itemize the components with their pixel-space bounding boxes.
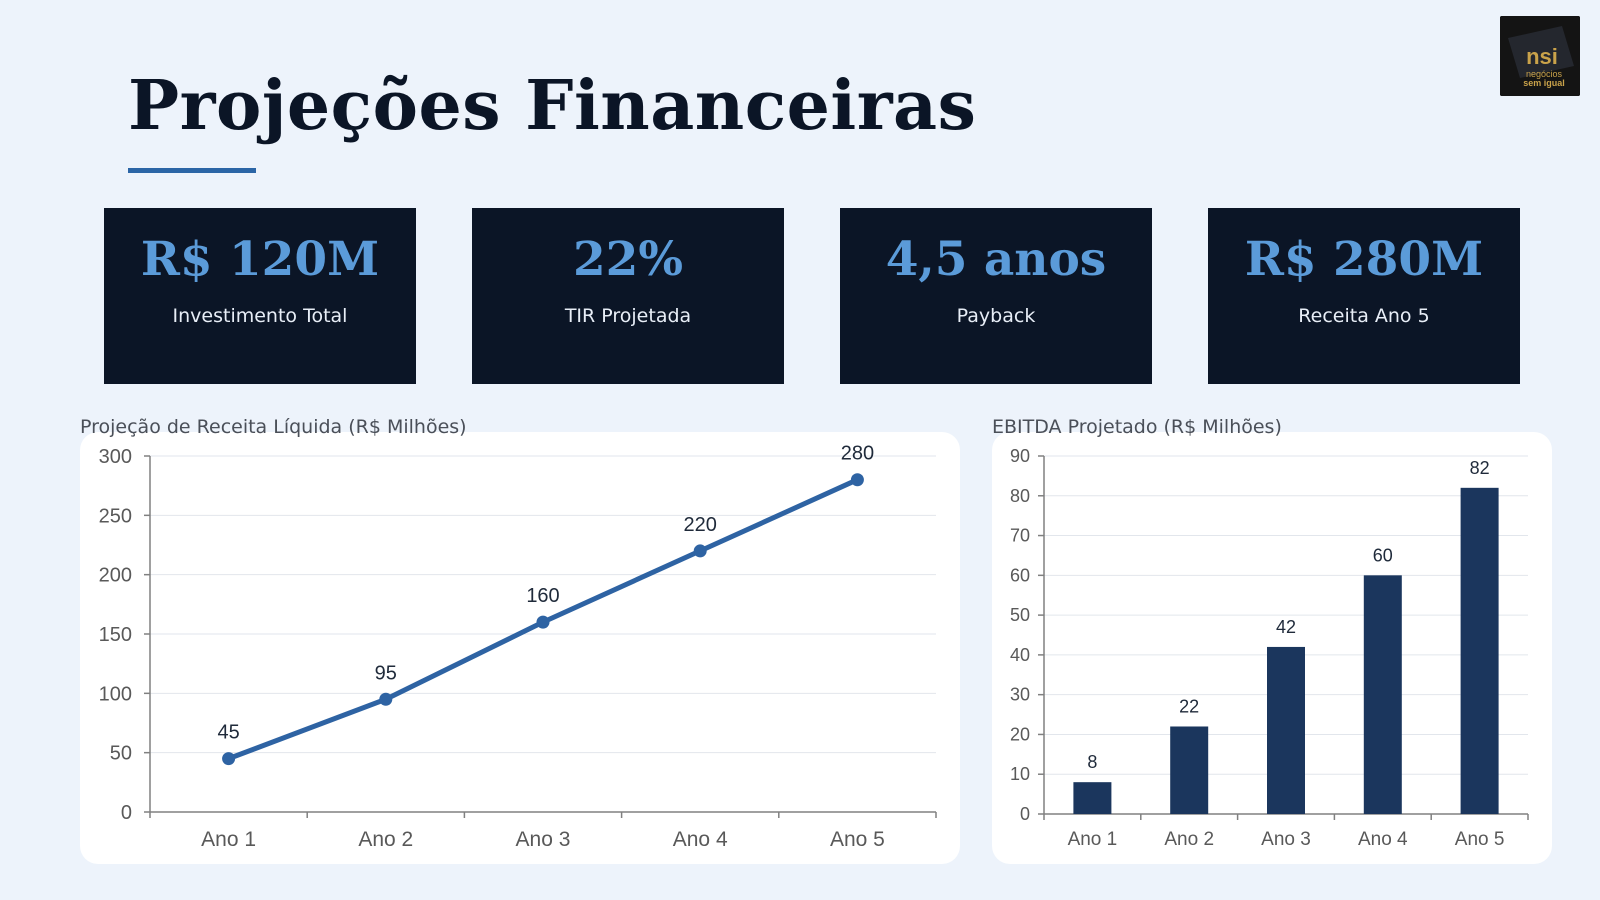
data-point [693,544,707,558]
page-title: Projeções Financeiras [128,66,977,146]
y-tick-label: 200 [99,565,132,587]
logo-mark: nsi [1526,44,1558,69]
y-tick-label: 30 [1010,685,1030,705]
data-label: 280 [841,443,874,465]
kpi-card-payback: 4,5 anos Payback [840,208,1152,384]
y-tick-label: 70 [1010,526,1030,546]
svg-text:sem igual: sem igual [1523,78,1565,88]
kpi-label: TIR Projetada [564,305,692,327]
y-tick-label: 20 [1010,724,1030,744]
ebitda-bar [1460,487,1499,814]
x-tick-label: Ano 2 [358,828,413,851]
y-tick-label: 80 [1010,486,1030,506]
y-tick-label: 10 [1010,764,1030,784]
y-tick-label: 60 [1010,565,1030,585]
data-label: 45 [217,722,239,744]
company-logo: nsi negócios sem igual [1500,16,1580,96]
data-label: 60 [1373,545,1393,565]
data-label: 160 [526,585,559,607]
kpi-value: R$ 280M [1244,232,1484,287]
title-underline [128,168,256,173]
kpi-label: Payback [956,305,1036,327]
y-tick-label: 40 [1010,645,1030,665]
kpi-label: Investimento Total [172,305,348,327]
data-label: 82 [1470,458,1490,478]
data-point [222,752,236,766]
y-tick-label: 250 [99,505,132,527]
x-tick-label: Ano 1 [1068,829,1118,850]
svg-text:negócios: negócios [1526,69,1563,79]
x-tick-label: Ano 3 [1261,829,1311,850]
data-label: 8 [1087,752,1097,772]
y-tick-label: 100 [99,683,132,705]
data-label: 220 [684,514,717,536]
data-point [536,615,550,629]
kpi-value: R$ 120M [140,232,380,287]
y-tick-label: 50 [110,743,132,765]
ebitda-bar [1073,782,1112,814]
x-tick-label: Ano 4 [673,828,728,851]
data-label: 22 [1179,696,1199,716]
revenue-chart-card [80,432,960,864]
y-tick-label: 0 [121,802,132,824]
kpi-value: 4,5 anos [885,232,1107,287]
y-tick-label: 300 [99,446,132,468]
kpi-card-revenue-year5: R$ 280M Receita Ano 5 [1208,208,1520,384]
ebitda-bar [1363,575,1402,814]
x-tick-label: Ano 4 [1358,829,1408,850]
revenue-chart-title: Projeção de Receita Líquida (R$ Milhões) [80,416,467,438]
kpi-label: Receita Ano 5 [1298,305,1430,327]
kpi-card-investment: R$ 120M Investimento Total [104,208,416,384]
x-tick-label: Ano 1 [201,828,256,851]
y-tick-label: 150 [99,624,132,646]
revenue-line-chart: 0 50 100 150 200 250 300 Ano 1 Ano 2 Ano 3 Ano 4 An… [99,443,937,851]
y-tick-label: 90 [1010,446,1030,466]
data-point [850,473,864,487]
ebitda-bar [1267,646,1305,814]
data-label: 42 [1276,617,1296,637]
kpi-card-tir: 22% TIR Projetada [472,208,784,384]
x-tick-label: Ano 5 [1455,829,1505,850]
x-tick-label: Ano 5 [830,828,885,851]
ebitda-bar [1170,726,1209,814]
x-tick-label: Ano 2 [1164,829,1214,850]
y-tick-label: 50 [1010,605,1030,625]
kpi-value: 22% [572,232,684,287]
y-tick-label: 0 [1020,804,1030,824]
data-point [379,692,393,706]
ebitda-chart-title: EBITDA Projetado (R$ Milhões) [992,416,1282,438]
data-label: 95 [375,662,397,684]
ebitda-bar-chart: 0 10 20 30 40 50 60 70 80 90 Ano 1 Ano 2 Ano 3 Ano 4 A… [1010,446,1529,850]
x-tick-label: Ano 3 [516,828,571,851]
